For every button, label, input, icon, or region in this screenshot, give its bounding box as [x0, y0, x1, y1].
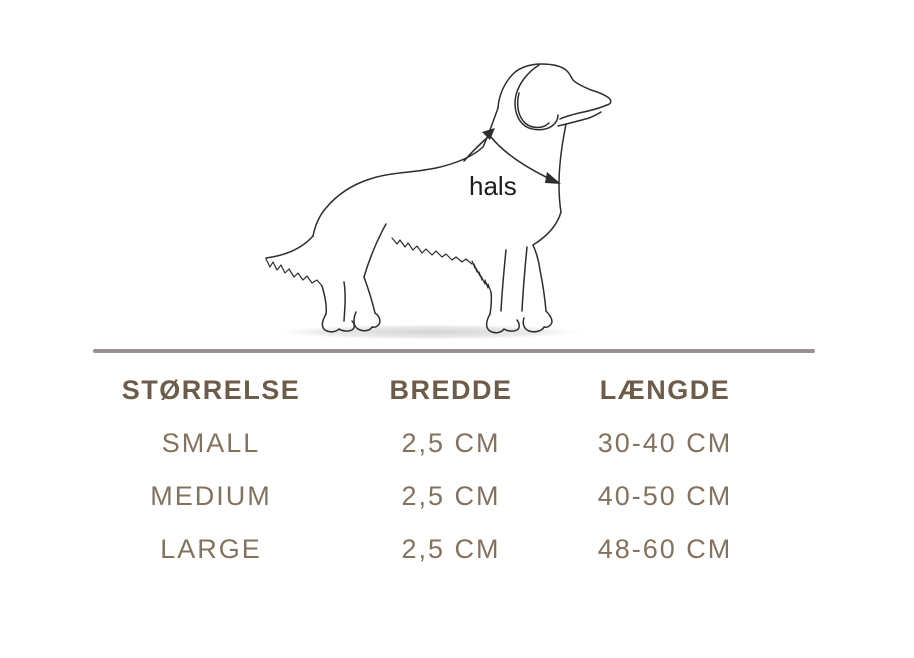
cell-medium-length: 40-50 CM	[597, 481, 733, 511]
dog-line-drawing: hals	[250, 40, 630, 340]
cell-medium-size: MEDIUM	[150, 481, 272, 511]
tail-fur	[266, 259, 322, 286]
cell-small-width: 2,5 CM	[401, 428, 501, 458]
belly-fur	[392, 238, 472, 264]
fur-strokes	[266, 238, 491, 292]
neck-label: hals	[469, 171, 517, 201]
cell-medium-width: 2,5 CM	[401, 481, 501, 511]
table-row-small: SMALL 2,5 CM 30-40 CM	[93, 417, 815, 470]
cell-small-size: SMALL	[161, 428, 261, 458]
col-header-length: LÆNGDE	[599, 375, 731, 405]
cell-large-length: 48-60 CM	[597, 534, 733, 564]
col-header-width: BREDDE	[389, 375, 513, 405]
neck-measure-arrow-left-icon	[482, 128, 495, 140]
ground-shadow	[268, 324, 592, 340]
table-row-large: LARGE 2,5 CM 48-60 CM	[93, 523, 815, 576]
col-header-size: STØRRELSE	[121, 375, 301, 405]
neck-measure-arrow-right-icon	[545, 172, 561, 184]
dog-outline	[266, 64, 611, 333]
table-row-medium: MEDIUM 2,5 CM 40-50 CM	[93, 470, 815, 523]
front-leg-fur	[472, 261, 491, 292]
cell-large-width: 2,5 CM	[401, 534, 501, 564]
divider	[93, 349, 815, 353]
table-header-row: STØRRELSE BREDDE LÆNGDE	[93, 364, 815, 417]
neck-measure-loop	[464, 128, 561, 184]
size-table: STØRRELSE BREDDE LÆNGDE SMALL 2,5 CM 30-…	[93, 364, 815, 576]
cell-small-length: 30-40 CM	[597, 428, 733, 458]
cell-large-size: LARGE	[160, 534, 262, 564]
